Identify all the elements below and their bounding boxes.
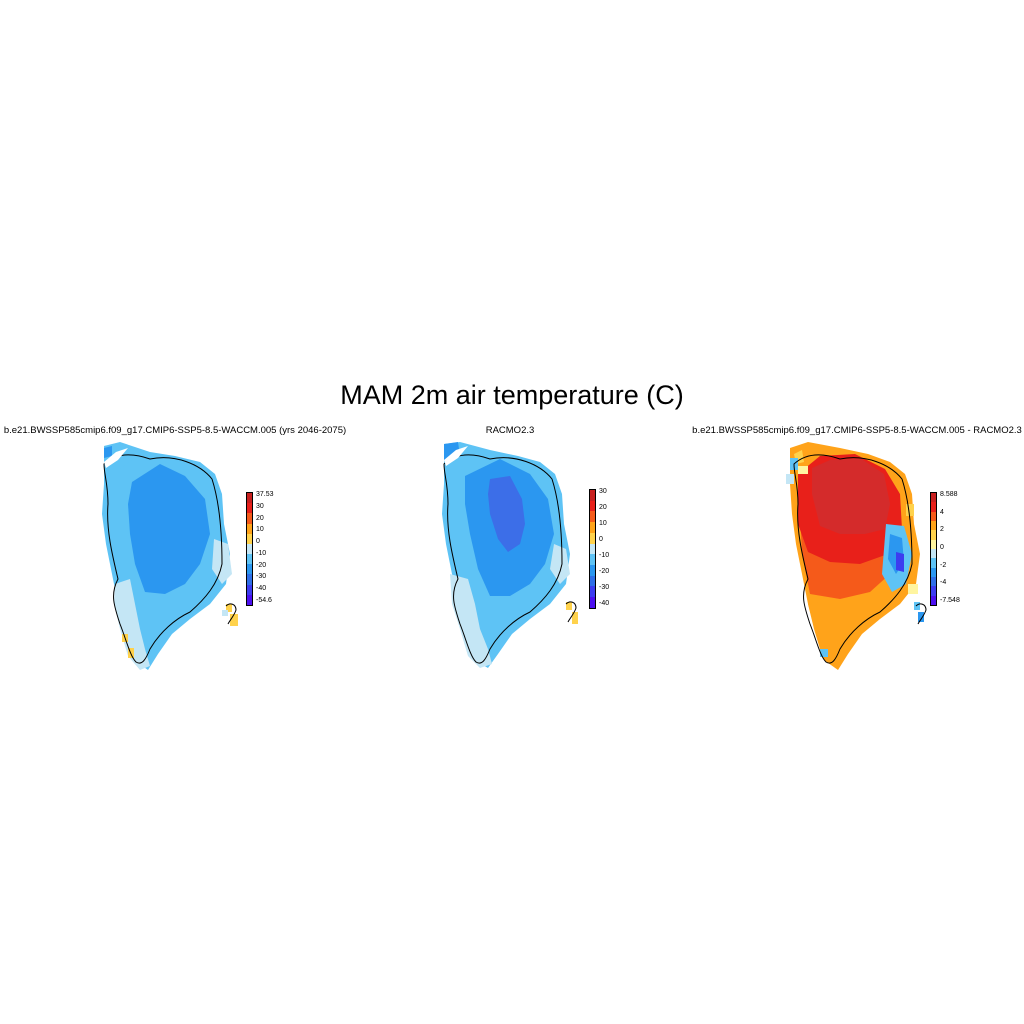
- coastline: [103, 454, 237, 664]
- colorbar-tick-label: 30: [599, 488, 607, 495]
- panel-title: RACMO2.3: [485, 425, 535, 436]
- colorbar-segment: [590, 554, 595, 566]
- colorbar-tick-label: 0: [599, 536, 603, 543]
- colorbar-tick-label: -2: [940, 561, 947, 569]
- colorbar-segment: [931, 576, 936, 587]
- figure-title: MAM 2m air temperature (C): [340, 380, 684, 410]
- temperature-field: [442, 442, 578, 668]
- colorbar-tick-label: 10: [256, 526, 264, 534]
- colorbar-segment: [247, 594, 252, 605]
- panel-title: b.e21.BWSSP585cmip6.f09_g17.CMIP6-SSP5-8…: [692, 425, 1022, 436]
- colorbar-tick-label: -30: [599, 584, 610, 591]
- colorbar-tick-label: -40: [256, 585, 267, 593]
- colorbar-segment: [590, 586, 595, 598]
- colorbar-segment: [590, 511, 595, 523]
- colorbar-segment: [931, 511, 936, 521]
- colorbar-segment: [247, 523, 252, 534]
- colorbar-tick-label: 10: [599, 520, 607, 527]
- colorbar-segment: [590, 522, 595, 533]
- colorbar-segment: [247, 554, 252, 565]
- colorbar-segment: [590, 575, 595, 587]
- greenland-map: [786, 442, 927, 670]
- colorbar-segment: [931, 502, 936, 512]
- racmo-panel: RACMO2.3 30 20 10 0 -10 -20 -30 -40: [340, 424, 680, 674]
- temperature-field: [102, 442, 238, 670]
- colorbar-tick-label: 30: [256, 502, 264, 510]
- temperature-field: [786, 442, 924, 670]
- colorbar-segment: [247, 564, 252, 575]
- colorbar-tick-label: -54.6: [256, 597, 272, 604]
- panel-title: b.e21.BWSSP585cmip6.f09_g17.CMIP6-SSP5-8…: [3, 425, 347, 436]
- sea-ice-white: [104, 448, 128, 468]
- colorbar-tick-label: -10: [599, 552, 610, 559]
- colorbar-segment: [590, 490, 595, 501]
- colorbar-tick-label: -20: [256, 561, 267, 569]
- colorbar-segment: [931, 493, 936, 503]
- colorbar-segment: [247, 543, 252, 555]
- colorbar-tick-label: 4: [940, 508, 944, 516]
- colorbar-segment: [590, 500, 595, 512]
- colorbar-tick-label: 8.588: [940, 491, 958, 498]
- colorbar-segment: [247, 533, 252, 544]
- colorbar-segment: [931, 530, 936, 540]
- colorbar-tick-label: -30: [256, 573, 267, 581]
- colorbar-gradient: [930, 492, 937, 606]
- sea-ice-white: [444, 446, 468, 466]
- colorbar-segment: [931, 586, 936, 596]
- colorbar-tick-label: 20: [599, 504, 607, 511]
- colorbar-tick-label: -10: [256, 549, 267, 557]
- colorbar-gradient: [589, 489, 596, 609]
- colorbar-tick-label: 20: [256, 514, 264, 522]
- colorbar-segment: [590, 597, 595, 608]
- colorbar-segment: [931, 567, 936, 577]
- colorbar-tick-label: -20: [599, 568, 610, 575]
- model-panel: b.e21.BWSSP585cmip6.f09_g17.CMIP6-SSP5-8…: [0, 424, 350, 674]
- colorbar-segment: [247, 493, 252, 504]
- colorbar-segment: [247, 503, 252, 514]
- colorbar-segment: [590, 532, 595, 544]
- greenland-map: [442, 442, 578, 668]
- colorbar-segment: [931, 558, 936, 568]
- colorbar-segment: [590, 543, 595, 555]
- colorbar-tick-label: -7.548: [940, 597, 960, 604]
- colorbar-tick-label: 2: [940, 526, 944, 534]
- colorbar-segment: [590, 565, 595, 576]
- colorbar-segment: [931, 595, 936, 605]
- greenland-map: [102, 442, 238, 670]
- coastline: [443, 454, 577, 664]
- colorbar-tick-label: 0: [940, 544, 944, 551]
- difference-panel: b.e21.BWSSP585cmip6.f09_g17.CMIP6-SSP5-8…: [690, 424, 1024, 674]
- colorbar-tick-label: 0: [256, 538, 260, 546]
- colorbar-segment: [247, 574, 252, 585]
- colorbar-tick-label: -4: [940, 579, 947, 587]
- colorbar-segment: [931, 520, 936, 531]
- colorbar-gradient: [246, 492, 253, 606]
- colorbar-segment: [931, 539, 936, 549]
- colorbar-segment: [931, 548, 936, 559]
- colorbar-segment: [247, 513, 252, 524]
- colorbar-segment: [247, 584, 252, 595]
- coastline: [793, 454, 927, 664]
- colorbar-tick-label: 37.53: [256, 491, 274, 498]
- colorbar-tick-label: -40: [599, 600, 610, 607]
